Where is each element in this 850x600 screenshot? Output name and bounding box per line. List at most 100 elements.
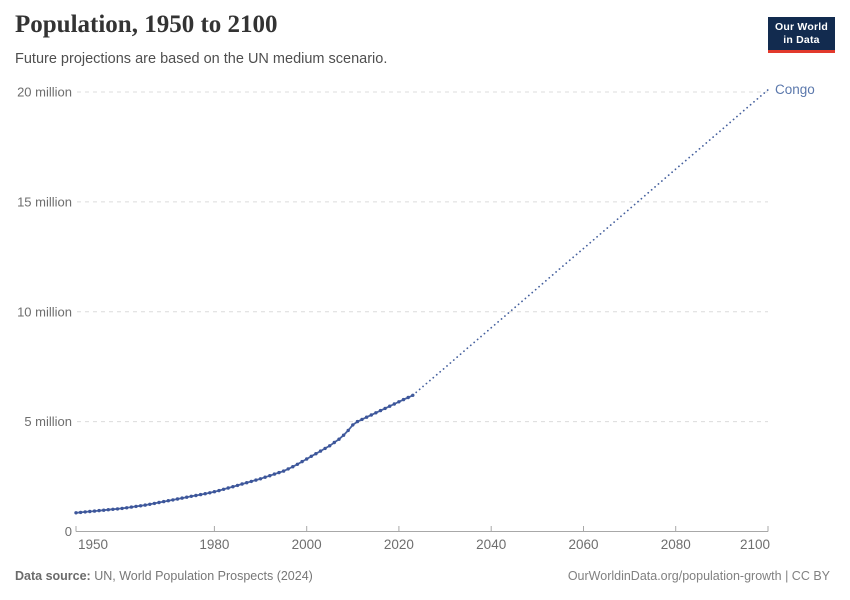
x-tick-label: 2080 bbox=[661, 537, 691, 552]
data-point bbox=[166, 499, 170, 503]
data-point bbox=[175, 497, 180, 501]
data-point bbox=[129, 505, 134, 509]
data-point bbox=[111, 507, 115, 511]
x-tick-label: 2100 bbox=[740, 537, 770, 552]
data-point bbox=[341, 433, 346, 437]
data-point bbox=[171, 498, 175, 502]
data-point bbox=[78, 510, 83, 515]
data-point bbox=[208, 491, 212, 495]
data-point bbox=[305, 457, 309, 461]
data-point bbox=[83, 510, 87, 514]
data-point bbox=[97, 508, 101, 513]
owid-logo[interactable]: Our World in Data bbox=[768, 17, 835, 53]
data-point bbox=[235, 483, 240, 488]
data-point bbox=[374, 411, 378, 415]
data-point bbox=[286, 467, 290, 471]
data-point bbox=[388, 404, 392, 408]
data-point bbox=[231, 485, 235, 489]
data-point bbox=[217, 488, 221, 493]
data-point bbox=[268, 474, 272, 478]
data-point bbox=[300, 459, 304, 464]
data-point bbox=[148, 502, 152, 506]
data-point bbox=[406, 395, 410, 400]
x-tick-label: 2000 bbox=[292, 537, 322, 552]
data-point bbox=[212, 490, 217, 494]
data-point bbox=[378, 408, 383, 413]
y-tick-label: 20 million bbox=[17, 85, 72, 100]
page-title: Population, 1950 to 2100 bbox=[15, 11, 278, 38]
data-point bbox=[245, 481, 249, 485]
data-source: Data source: UN, World Population Prospe… bbox=[15, 569, 313, 583]
data-point bbox=[277, 470, 281, 475]
data-point bbox=[92, 509, 97, 513]
data-point bbox=[272, 472, 277, 476]
data-point bbox=[120, 506, 124, 511]
data-point bbox=[203, 492, 207, 496]
data-point bbox=[88, 509, 92, 514]
data-point bbox=[346, 428, 350, 433]
data-point bbox=[337, 437, 341, 441]
data-point bbox=[138, 504, 143, 508]
data-point bbox=[198, 492, 203, 497]
data-point bbox=[221, 487, 226, 491]
x-tick-label: 2060 bbox=[568, 537, 598, 552]
y-tick-label: 0 bbox=[65, 524, 72, 539]
x-tick-label: 2020 bbox=[384, 537, 414, 552]
logo-line1: Our World bbox=[775, 21, 828, 33]
data-point bbox=[314, 452, 318, 456]
data-point bbox=[369, 413, 373, 417]
data-point bbox=[254, 478, 258, 482]
footer-citation-link[interactable]: OurWorldinData.org/population-growth | C… bbox=[567, 569, 830, 583]
series-projection[interactable] bbox=[411, 88, 769, 397]
data-point bbox=[249, 479, 253, 484]
data-point bbox=[383, 406, 387, 411]
logo-line2: in Data bbox=[783, 33, 820, 46]
data-source-text: UN, World Population Prospects (2024) bbox=[90, 569, 313, 583]
page-subtitle: Future projections are based on the UN m… bbox=[15, 51, 388, 67]
data-point bbox=[323, 446, 327, 451]
data-point bbox=[185, 495, 189, 499]
data-point bbox=[152, 501, 157, 506]
y-tick-label: 5 million bbox=[24, 414, 72, 429]
data-point bbox=[115, 507, 120, 511]
series-historical[interactable] bbox=[75, 394, 414, 514]
data-point bbox=[328, 444, 332, 448]
data-point bbox=[360, 417, 364, 422]
data-point bbox=[134, 504, 138, 509]
y-tick-label: 15 million bbox=[17, 194, 72, 209]
x-tick-label: 1950 bbox=[78, 537, 108, 552]
entity-label[interactable]: Congo bbox=[775, 82, 815, 97]
data-point bbox=[180, 496, 184, 500]
data-point bbox=[102, 508, 106, 512]
data-point bbox=[364, 415, 369, 419]
data-point bbox=[143, 503, 147, 507]
data-point bbox=[258, 477, 263, 481]
data-point bbox=[291, 465, 295, 469]
data-point bbox=[351, 423, 355, 427]
data-point bbox=[309, 454, 313, 458]
data-point bbox=[240, 482, 244, 486]
y-tick-label: 10 million bbox=[17, 304, 72, 319]
x-tick-label: 1980 bbox=[199, 537, 229, 552]
data-point bbox=[157, 500, 161, 505]
data-source-label: Data source: bbox=[15, 569, 91, 583]
data-point bbox=[263, 475, 267, 479]
data-point bbox=[392, 402, 396, 406]
data-point bbox=[189, 494, 193, 498]
data-point bbox=[332, 440, 336, 445]
data-point bbox=[397, 400, 401, 404]
data-point bbox=[318, 449, 323, 453]
data-point bbox=[226, 486, 230, 490]
data-point bbox=[281, 469, 286, 473]
data-point bbox=[106, 508, 111, 512]
data-point bbox=[295, 462, 300, 466]
data-point bbox=[194, 493, 198, 498]
data-point bbox=[162, 499, 166, 504]
data-point bbox=[401, 397, 406, 402]
data-point bbox=[125, 506, 129, 510]
data-point bbox=[355, 419, 360, 424]
data-point bbox=[74, 511, 78, 515]
x-tick-label: 2040 bbox=[476, 537, 506, 552]
